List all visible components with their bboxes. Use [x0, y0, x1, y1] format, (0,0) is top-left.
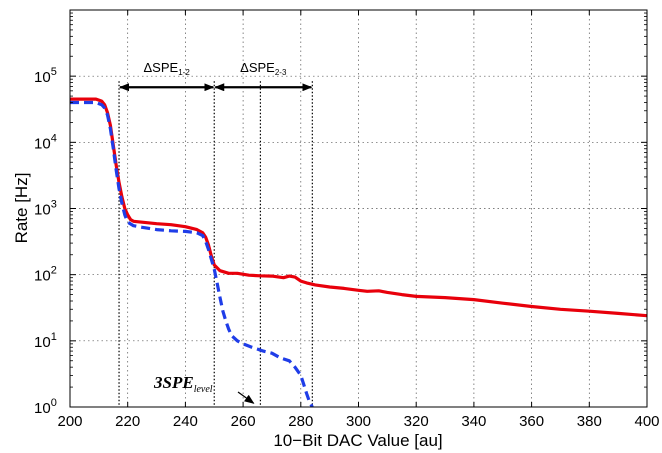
y-tick-labels: 100 101 102 103 104 105 — [34, 66, 57, 417]
data-series — [70, 97, 647, 407]
y-tick-label: 102 — [34, 265, 57, 285]
x-tick-label: 400 — [634, 413, 659, 430]
axis-ticks — [69, 10, 648, 408]
x-tick-label: 260 — [231, 413, 256, 430]
three-spe-level-arrow — [237, 391, 255, 404]
x-tick-label: 240 — [173, 413, 198, 430]
x-tick-label: 300 — [346, 413, 371, 430]
x-axis-label: 10−Bit DAC Value [au] — [273, 431, 442, 450]
y-axis-label: Rate [Hz] — [12, 173, 31, 244]
x-tick-labels: 200 220 240 260 280 300 320 340 360 380 400 — [57, 413, 659, 430]
annotations: ΔSPE1-2 ΔSPE2-3 3SPElevel — [119, 60, 313, 404]
x-tick-label: 340 — [461, 413, 486, 430]
y-tick-label: 104 — [34, 132, 57, 152]
dspe-1-2-label: ΔSPE1-2 — [144, 60, 191, 77]
x-tick-label: 360 — [519, 413, 544, 430]
x-tick-label: 380 — [577, 413, 602, 430]
y-tick-label: 105 — [34, 66, 57, 86]
x-tick-label: 220 — [115, 413, 140, 430]
x-tick-label: 200 — [57, 413, 82, 430]
y-tick-label: 103 — [34, 199, 57, 219]
three-spe-level-label: 3SPElevel — [153, 373, 213, 395]
y-tick-label: 100 — [34, 397, 57, 417]
x-tick-label: 280 — [288, 413, 313, 430]
x-tick-label: 320 — [404, 413, 429, 430]
dspe-2-3-label: ΔSPE2-3 — [240, 60, 287, 77]
y-tick-label: 101 — [34, 331, 57, 351]
grid-lines — [70, 10, 647, 407]
